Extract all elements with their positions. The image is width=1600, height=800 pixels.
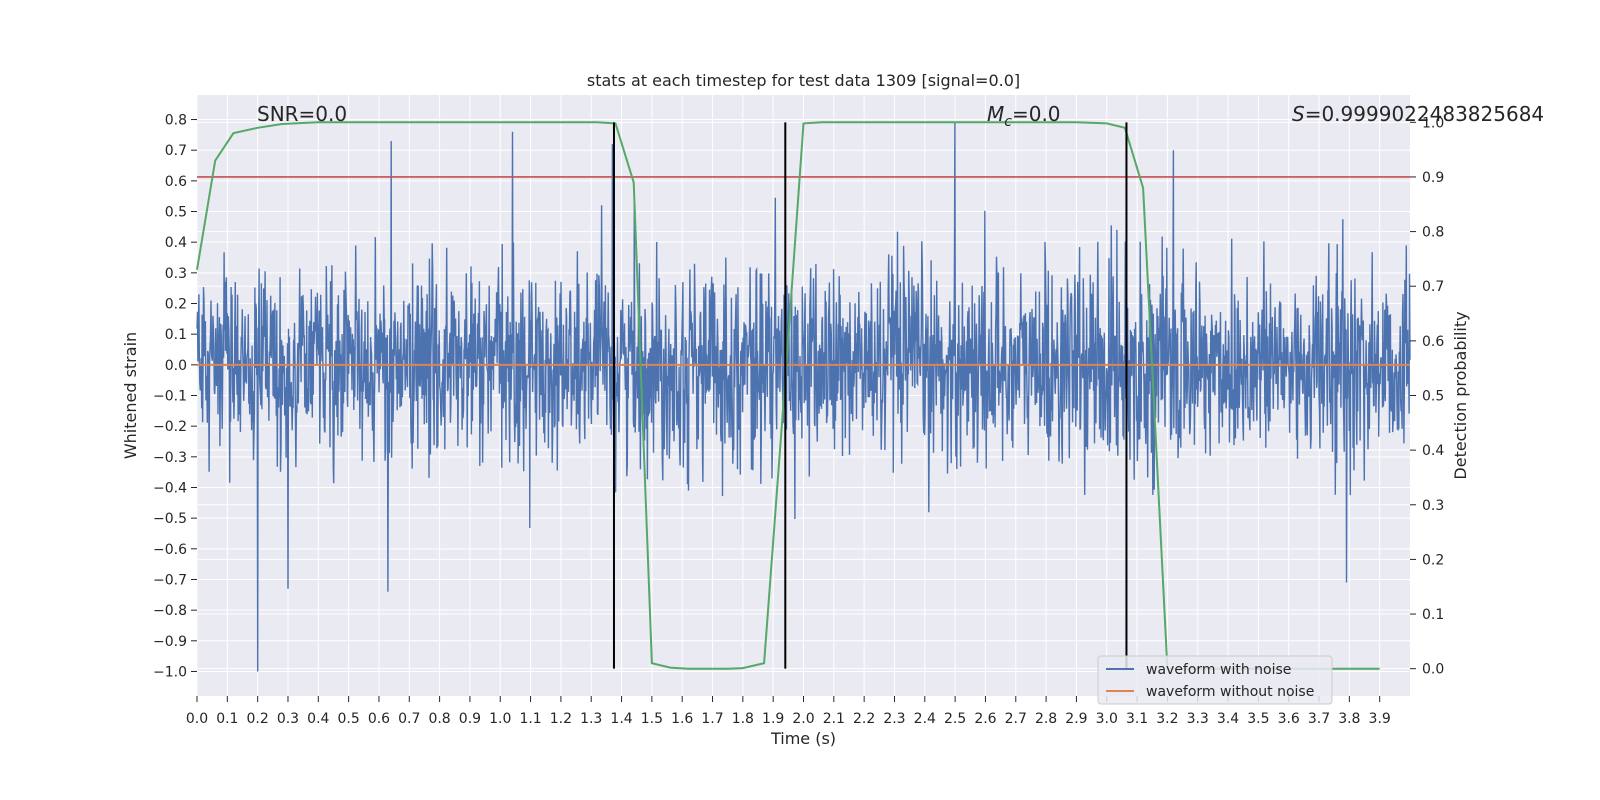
x-tick-label: 3.0 <box>1096 711 1118 727</box>
y2-tick-label: 0.2 <box>1422 552 1444 568</box>
x-tick-label: 0.1 <box>216 711 238 727</box>
legend-label-noise: waveform with noise <box>1146 662 1291 678</box>
noise-series <box>196 122 1411 672</box>
overlay-lines <box>196 121 1410 670</box>
x-tick-label: 3.9 <box>1369 711 1391 727</box>
y2-tick-label: 0.5 <box>1422 389 1444 405</box>
y-tick-label: −0.3 <box>153 450 187 466</box>
x-tick-label: 1.3 <box>580 711 602 727</box>
y-tick-label: 0.6 <box>165 174 187 190</box>
x-tick-label: 1.0 <box>489 711 511 727</box>
x-tick-label: 0.5 <box>337 711 359 727</box>
x-tick-label: 2.2 <box>853 711 875 727</box>
x-tick-label: 3.6 <box>1278 711 1300 727</box>
x-tick-label: 1.2 <box>550 711 572 727</box>
y2-tick-label: 0.7 <box>1422 279 1444 295</box>
x-axis-label: Time (s) <box>770 729 836 748</box>
y-tick-label: −0.5 <box>153 511 187 527</box>
y-tick-label: −0.2 <box>153 419 187 435</box>
y2-tick-label: 0.6 <box>1422 334 1444 350</box>
x-tick-label: 1.7 <box>701 711 723 727</box>
y-tick-label: −0.8 <box>153 603 187 619</box>
x-tick-label: 3.7 <box>1308 711 1330 727</box>
legend-label-clean: waveform without noise <box>1146 684 1314 700</box>
x-axis-ticks: 0.0 0.1 0.2 0.3 0.4 0.5 0.6 0.7 0.8 0.9 1.0 1.1 1.2 1… <box>186 696 1391 727</box>
x-tick-label: 2.9 <box>1065 711 1087 727</box>
y-tick-label: 0.5 <box>165 205 187 221</box>
snr-annotation: SNR=0.0 <box>257 102 347 126</box>
y-tick-label: 0.7 <box>165 143 187 159</box>
y-tick-label: 0.8 <box>165 113 187 129</box>
chirp-mass-annotation: Mc=0.0 <box>987 102 1061 130</box>
y2-tick-label: 0.8 <box>1422 225 1444 241</box>
x-tick-label: 1.8 <box>732 711 754 727</box>
x-tick-label: 3.3 <box>1187 711 1209 727</box>
x-tick-label: 0.3 <box>277 711 299 727</box>
y2-tick-label: 0.0 <box>1422 662 1444 678</box>
x-tick-label: 3.5 <box>1247 711 1269 727</box>
x-tick-label: 0.2 <box>247 711 269 727</box>
x-tick-label: 3.4 <box>1217 711 1239 727</box>
y-tick-label: 0.4 <box>165 235 187 251</box>
y-tick-label: −0.9 <box>153 634 187 650</box>
y-tick-label: −0.6 <box>153 542 187 558</box>
x-tick-label: 1.1 <box>519 711 541 727</box>
series-line-waveform-with-noise <box>196 122 1411 672</box>
y2-axis-ticks: 1.0 0.9 0.8 0.7 0.6 0.5 0.4 0.3 0.2 0.1 0.0 <box>1410 115 1444 678</box>
series-line-detection-probability <box>196 121 1380 670</box>
x-tick-label: 1.4 <box>610 711 632 727</box>
y-tick-label: 0.1 <box>165 327 187 343</box>
x-tick-label: 2.4 <box>914 711 936 727</box>
y-tick-label: 0.3 <box>165 266 187 282</box>
y-tick-label: −0.1 <box>153 389 187 405</box>
x-tick-label: 2.0 <box>792 711 814 727</box>
y-tick-label: 0.2 <box>165 297 187 313</box>
x-tick-label: 1.9 <box>762 711 784 727</box>
x-tick-label: 2.3 <box>883 711 905 727</box>
x-tick-label: 2.7 <box>1005 711 1027 727</box>
x-tick-label: 0.8 <box>428 711 450 727</box>
chart-title: stats at each timestep for test data 130… <box>587 71 1020 90</box>
score-annotation: S=0.9999022483825684 <box>1292 102 1544 126</box>
y-axis-ticks: 0.8 0.7 0.6 0.5 0.4 0.3 0.2 0.1 0.0 −0.1 −0.2 −0.3 −… <box>153 113 197 680</box>
y2-tick-label: 1.0 <box>1422 115 1444 131</box>
x-tick-label: 3.2 <box>1156 711 1178 727</box>
y2-tick-label: 0.9 <box>1422 170 1444 186</box>
y-tick-label: 0.0 <box>165 358 187 374</box>
y-tick-label: −1.0 <box>153 664 187 680</box>
y-axis-label: Whitened strain <box>121 332 140 459</box>
y-tick-label: −0.4 <box>153 480 187 496</box>
y2-tick-label: 0.1 <box>1422 607 1444 623</box>
x-tick-label: 1.5 <box>641 711 663 727</box>
x-tick-label: 0.7 <box>398 711 420 727</box>
x-tick-label: 3.8 <box>1338 711 1360 727</box>
x-tick-label: 1.6 <box>671 711 693 727</box>
legend: waveform with noise waveform without noi… <box>1097 655 1333 705</box>
legend-box <box>1097 655 1333 705</box>
y2-axis-label: Detection probability <box>1451 311 1470 479</box>
x-tick-label: 2.6 <box>974 711 996 727</box>
x-tick-label: 0.6 <box>368 711 390 727</box>
x-tick-label: 2.8 <box>1035 711 1057 727</box>
x-tick-label: 0.4 <box>307 711 329 727</box>
y2-tick-label: 0.4 <box>1422 443 1444 459</box>
y2-tick-label: 0.3 <box>1422 498 1444 514</box>
y-tick-label: −0.7 <box>153 572 187 588</box>
x-tick-label: 0.0 <box>186 711 208 727</box>
x-tick-label: 0.9 <box>459 711 481 727</box>
x-tick-label: 2.1 <box>823 711 845 727</box>
x-tick-label: 2.5 <box>944 711 966 727</box>
x-tick-label: 3.1 <box>1126 711 1148 727</box>
